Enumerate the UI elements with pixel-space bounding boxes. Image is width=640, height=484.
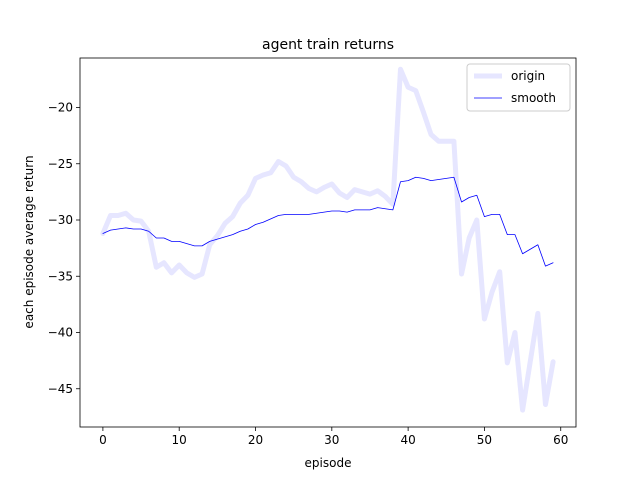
y-tick-label: −45 [48, 382, 73, 396]
chart-title: agent train returns [262, 37, 394, 53]
x-tick-label: 60 [553, 433, 568, 447]
x-axis-label: episode [305, 456, 352, 470]
x-tick-label: 10 [172, 433, 187, 447]
x-tick-label: 0 [99, 433, 107, 447]
y-axis-label: each episode average return [22, 155, 36, 328]
y-tick-label: −40 [48, 326, 73, 340]
y-tick-label: −30 [48, 213, 73, 227]
y-tick-label: −20 [48, 101, 73, 115]
y-tick-label: −35 [48, 269, 73, 283]
x-tick-label: 30 [324, 433, 339, 447]
x-tick-label: 20 [248, 433, 263, 447]
series-line-smooth [102, 176, 554, 267]
legend-label: smooth [511, 91, 556, 105]
x-tick-label: 40 [400, 433, 415, 447]
y-tick-label: −25 [48, 157, 73, 171]
plot-frame [79, 57, 577, 428]
legend-label: origin [511, 69, 545, 83]
series-line-origin [100, 66, 556, 413]
x-tick-label: 50 [477, 433, 492, 447]
